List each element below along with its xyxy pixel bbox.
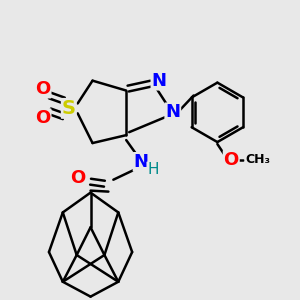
Text: H: H bbox=[147, 162, 159, 177]
Text: O: O bbox=[35, 109, 51, 127]
Text: N: N bbox=[165, 103, 180, 122]
Text: O: O bbox=[224, 151, 239, 169]
Text: S: S bbox=[62, 99, 76, 118]
Text: O: O bbox=[35, 80, 51, 98]
Text: CH₃: CH₃ bbox=[245, 153, 270, 167]
Text: O: O bbox=[70, 169, 85, 187]
Text: N: N bbox=[134, 153, 148, 171]
Text: N: N bbox=[152, 72, 166, 90]
